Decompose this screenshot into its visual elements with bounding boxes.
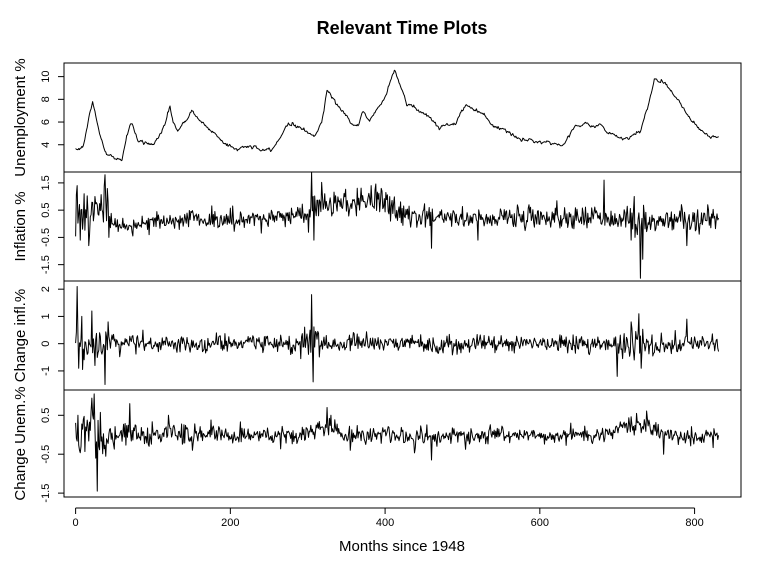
y-tick-label-change_inflation: 0 xyxy=(40,341,52,347)
y-tick-label-change_unemployment: 0.5 xyxy=(40,408,52,423)
series-line-change_inflation xyxy=(75,285,720,386)
y-tick-label-inflation: 1.5 xyxy=(40,175,52,190)
x-tick-label: 200 xyxy=(221,517,239,529)
panel-frame-change_unemployment xyxy=(63,389,742,498)
y-axis-title-unemployment: Unemployment % xyxy=(12,58,29,176)
x-axis: 0 200 400 600 800 xyxy=(73,507,704,529)
y-axis-title-change_inflation: Change infl.% xyxy=(12,289,29,382)
x-tick-label: 800 xyxy=(685,517,703,529)
y-axis-title-change_unemployment: Change Unem.% xyxy=(12,386,29,500)
y-tick-label-change_inflation: 2 xyxy=(40,286,52,292)
y-tick-label-unemployment: 8 xyxy=(40,96,52,102)
x-tick-label: 0 xyxy=(73,517,79,529)
y-tick-label-unemployment: 6 xyxy=(40,119,52,125)
series-line-inflation xyxy=(75,171,720,279)
y-tick-label-change_unemployment: -0.5 xyxy=(40,445,52,464)
y-tick-label-unemployment: 10 xyxy=(40,71,52,83)
series-line-unemployment xyxy=(75,69,719,162)
y-tick-label-inflation: 0.5 xyxy=(40,203,52,218)
y-tick-label-change_inflation: 1 xyxy=(40,313,52,319)
y-tick-label-change_unemployment: -1.5 xyxy=(40,484,52,503)
x-tick-label: 400 xyxy=(376,517,394,529)
chart-title: Relevant Time Plots xyxy=(317,18,488,38)
y-tick-label-inflation: -1.5 xyxy=(40,255,52,274)
y-axis-title-inflation: Inflation % xyxy=(12,191,29,261)
series-line-change_unemployment xyxy=(75,393,720,492)
y-tick-label-inflation: -0.5 xyxy=(40,228,52,247)
y-tick-label-unemployment: 4 xyxy=(40,142,52,148)
x-tick-label: 600 xyxy=(531,517,549,529)
x-axis-title: Months since 1948 xyxy=(339,538,465,555)
panel-frame-unemployment xyxy=(63,62,742,173)
y-tick-label-change_inflation: -1 xyxy=(40,366,52,376)
